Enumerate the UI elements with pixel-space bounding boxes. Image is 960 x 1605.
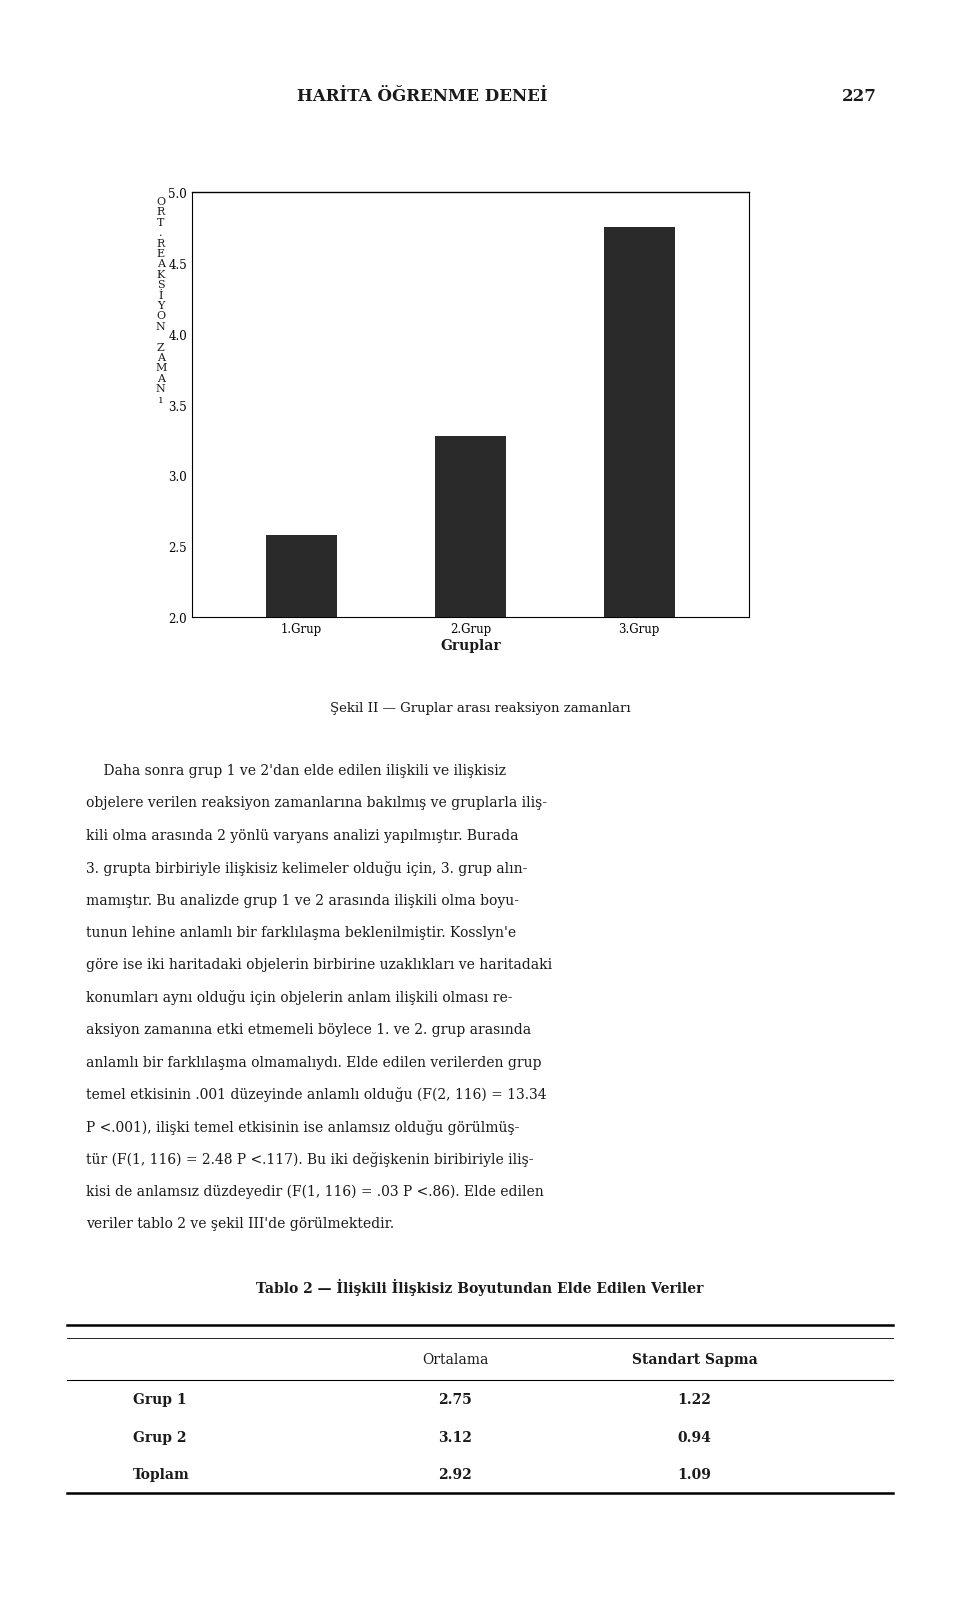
Text: aksiyon zamanına etki etmemeli böylece 1. ve 2. grup arasında: aksiyon zamanına etki etmemeli böylece 1… xyxy=(86,1022,532,1037)
Text: 227: 227 xyxy=(842,88,876,104)
Text: 2.92: 2.92 xyxy=(439,1467,472,1481)
Text: kili olma arasında 2 yönlü varyans analizi yapılmıştır. Burada: kili olma arasında 2 yönlü varyans anali… xyxy=(86,828,519,843)
Text: Ortalama: Ortalama xyxy=(422,1351,489,1366)
Text: P <.001), ilişki temel etkisinin ise anlamsız olduğu görülmüş-: P <.001), ilişki temel etkisinin ise anl… xyxy=(86,1119,519,1135)
Text: temel etkisinin .001 düzeyinde anlamlı olduğu (F(2, 116) = 13.34: temel etkisinin .001 düzeyinde anlamlı o… xyxy=(86,1087,547,1101)
Text: 1.22: 1.22 xyxy=(678,1392,711,1406)
Text: objelere verilen reaksiyon zamanlarına bakılmış ve gruplarla iliş-: objelere verilen reaksiyon zamanlarına b… xyxy=(86,796,547,811)
Text: konumları aynı olduğu için objelerin anlam ilişkili olması re-: konumları aynı olduğu için objelerin anl… xyxy=(86,990,513,1005)
Text: kisi de anlamsız düzdeyedir (F(1, 116) = .03 P <.86). Elde edilen: kisi de anlamsız düzdeyedir (F(1, 116) =… xyxy=(86,1184,544,1199)
Text: Grup 1: Grup 1 xyxy=(133,1392,187,1406)
Text: göre ise iki haritadaki objelerin birbirine uzaklıkları ve haritadaki: göre ise iki haritadaki objelerin birbir… xyxy=(86,958,553,971)
Text: Gruplar: Gruplar xyxy=(440,639,501,652)
Text: anlamlı bir farklılaşma olmamalıydı. Elde edilen verilerden grup: anlamlı bir farklılaşma olmamalıydı. Eld… xyxy=(86,1054,541,1069)
Text: 0.94: 0.94 xyxy=(678,1430,711,1443)
Text: tunun lehine anlamlı bir farklılaşma beklenilmiştir. Kosslyn'e: tunun lehine anlamlı bir farklılaşma bek… xyxy=(86,926,516,939)
Text: mamıştır. Bu analizde grup 1 ve 2 arasında ilişkili olma boyu-: mamıştır. Bu analizde grup 1 ve 2 arasın… xyxy=(86,892,519,907)
Text: HARİTA ÖĞRENME DENEİ: HARİTA ÖĞRENME DENEİ xyxy=(297,88,548,104)
Text: 2.75: 2.75 xyxy=(439,1392,472,1406)
Text: veriler tablo 2 ve şekil III'de görülmektedir.: veriler tablo 2 ve şekil III'de görülmek… xyxy=(86,1217,395,1231)
Bar xyxy=(435,437,506,902)
Text: Tablo 2 — İlişkili İlişkisiz Boyutundan Elde Edilen Veriler: Tablo 2 — İlişkili İlişkisiz Boyutundan … xyxy=(256,1278,704,1295)
Text: Toplam: Toplam xyxy=(133,1467,190,1481)
Text: Daha sonra grup 1 ve 2'dan elde edilen ilişkili ve ilişkisiz: Daha sonra grup 1 ve 2'dan elde edilen i… xyxy=(86,764,507,777)
Bar xyxy=(604,228,675,902)
Bar xyxy=(266,536,337,902)
Text: Grup 2: Grup 2 xyxy=(133,1430,187,1443)
Text: Standart Sapma: Standart Sapma xyxy=(632,1351,757,1366)
Text: 3. grupta birbiriyle ilişkisiz kelimeler olduğu için, 3. grup alın-: 3. grupta birbiriyle ilişkisiz kelimeler… xyxy=(86,860,528,875)
Text: Şekil II — Gruplar arası reaksiyon zamanları: Şekil II — Gruplar arası reaksiyon zaman… xyxy=(329,701,631,714)
Text: 3.12: 3.12 xyxy=(439,1430,472,1443)
Text: 1.09: 1.09 xyxy=(678,1467,711,1481)
Text: O
R
T
.
R
E
A
K
S
İ
Y
O
N
 
Z
A
M
A
N
ı: O R T . R E A K S İ Y O N Z A M A N ı xyxy=(156,197,166,404)
Text: tür (F(1, 116) = 2.48 P <.117). Bu iki değişkenin biribiriyle iliş-: tür (F(1, 116) = 2.48 P <.117). Bu iki d… xyxy=(86,1151,534,1167)
